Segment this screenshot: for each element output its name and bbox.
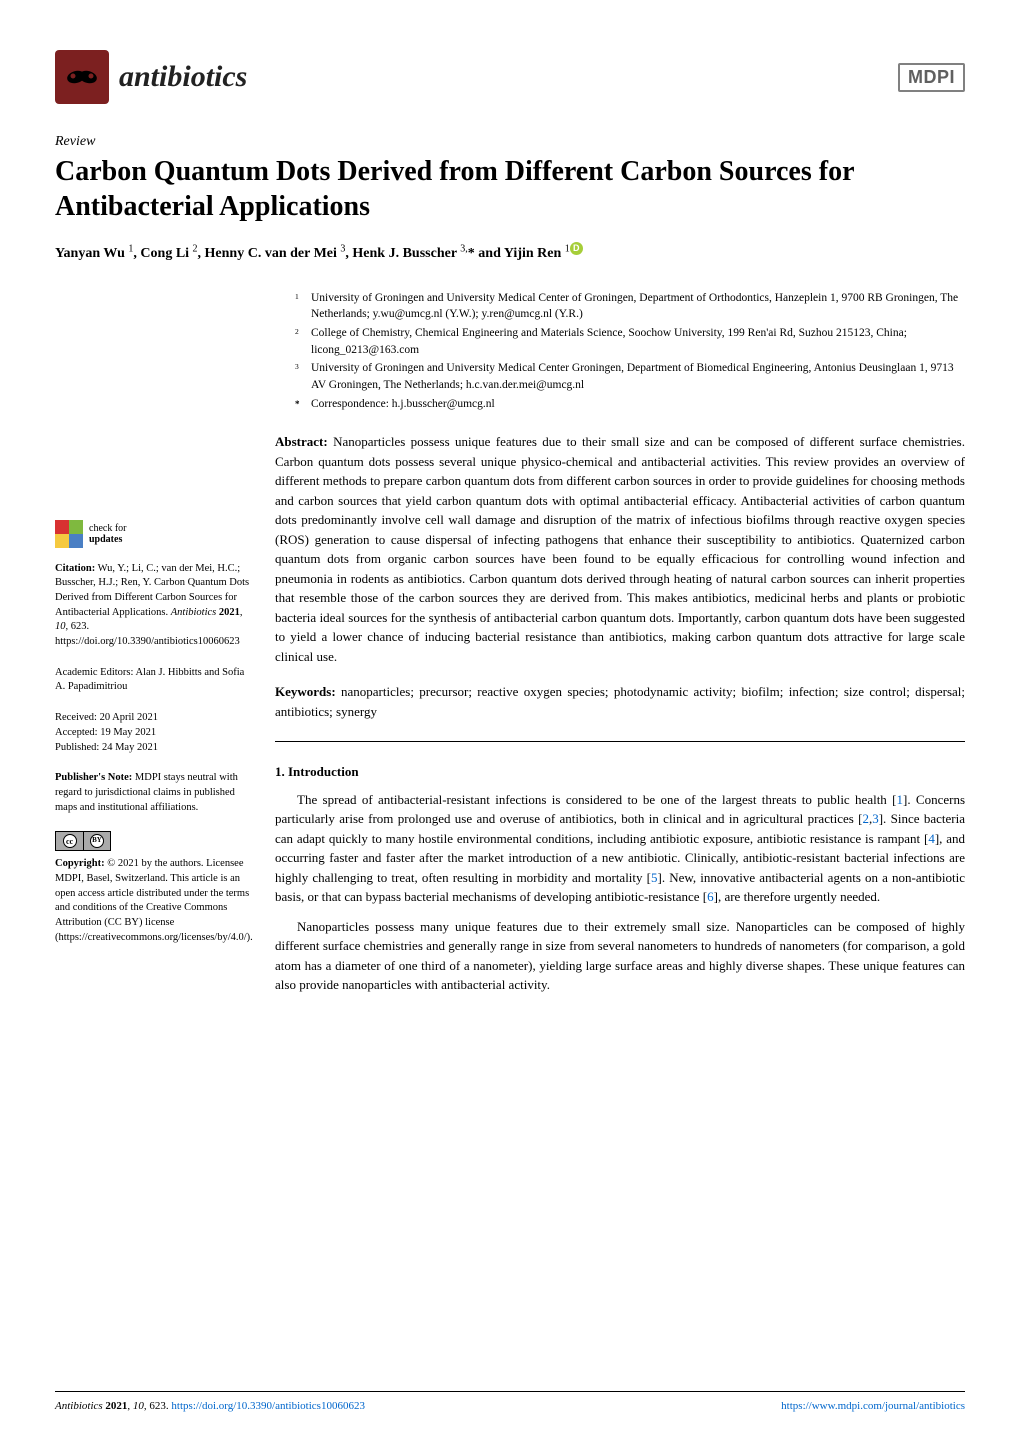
divider [275, 741, 965, 742]
section-heading: 1. Introduction [275, 762, 965, 782]
journal-name: antibiotics [119, 60, 247, 94]
footer-journal-link[interactable]: https://www.mdpi.com/journal/antibiotics [781, 1400, 965, 1412]
publisher-note-block: Publisher's Note: MDPI stays neutral wit… [55, 771, 255, 815]
check-updates-badge[interactable]: check for updates [55, 520, 255, 548]
article-type: Review [55, 134, 965, 150]
check-updates-line1: check for [89, 523, 126, 534]
ref-link[interactable]: 6 [707, 889, 714, 904]
body-paragraph: The spread of antibacterial-resistant in… [275, 790, 965, 907]
editors-block: Academic Editors: Alan J. Hibbitts and S… [55, 666, 255, 695]
journal-icon [55, 50, 109, 104]
footer-doi-link[interactable]: https://doi.org/10.3390/antibiotics10060… [171, 1400, 365, 1412]
received-date: 20 April 2021 [100, 712, 158, 723]
affil-text: Correspondence: h.j.busscher@umcg.nl [311, 396, 965, 413]
affiliation-row: 2 College of Chemistry, Chemical Enginee… [295, 325, 965, 358]
affiliation-row: 3 University of Groningen and University… [295, 360, 965, 393]
journal-logo: antibiotics [55, 50, 247, 104]
received-label: Received: [55, 712, 97, 723]
ref-link[interactable]: 3 [872, 811, 879, 826]
sidebar: check for updates Citation: Wu, Y.; Li, … [55, 290, 255, 1005]
citation-label: Citation: [55, 563, 95, 574]
footer-right: https://www.mdpi.com/journal/antibiotics [781, 1400, 965, 1412]
check-updates-icon [55, 520, 83, 548]
published-date: 24 May 2021 [102, 742, 158, 753]
affiliations: 1 University of Groningen and University… [275, 290, 965, 413]
ref-link[interactable]: 5 [651, 870, 658, 885]
check-updates-line2: updates [89, 534, 126, 545]
citation-journal: Antibiotics [171, 607, 217, 618]
ref-link[interactable]: 2 [862, 811, 869, 826]
abstract-label: Abstract: [275, 434, 328, 449]
keywords-text: nanoparticles; precursor; reactive oxyge… [275, 684, 965, 719]
citation-block: Citation: Wu, Y.; Li, C.; van der Mei, H… [55, 562, 255, 650]
pubnote-label: Publisher's Note: [55, 772, 132, 783]
affil-num: 3 [295, 362, 299, 371]
ref-link[interactable]: 4 [928, 831, 935, 846]
affil-num: 1 [295, 292, 299, 301]
publisher-name: MDPI [898, 63, 965, 92]
authors-line: Yanyan Wu 1, Cong Li 2, Henny C. van der… [55, 242, 965, 262]
ref-link[interactable]: 1 [896, 792, 903, 807]
page-footer: Antibiotics 2021, 10, 623. https://doi.o… [55, 1391, 965, 1412]
license-block: cc BY Copyright: © 2021 by the authors. … [55, 831, 255, 945]
keywords-block: Keywords: nanoparticles; precursor; reac… [275, 682, 965, 721]
orcid-icon: D [570, 242, 583, 255]
authors-text: Yanyan Wu 1, Cong Li 2, Henny C. van der… [55, 246, 570, 261]
abstract-block: Abstract: Nanoparticles possess unique f… [275, 432, 965, 666]
body-paragraph: Nanoparticles possess many unique featur… [275, 917, 965, 995]
page-header: antibiotics MDPI [55, 50, 965, 104]
published-label: Published: [55, 742, 99, 753]
article-title: Carbon Quantum Dots Derived from Differe… [55, 154, 965, 224]
main-content: 1 University of Groningen and University… [275, 290, 965, 1005]
copyright-text: © 2021 by the authors. Licensee MDPI, Ba… [55, 858, 253, 942]
accepted-label: Accepted: [55, 727, 98, 738]
editors-label: Academic Editors: [55, 667, 133, 678]
footer-journal: Antibiotics [55, 1400, 103, 1412]
keywords-label: Keywords: [275, 684, 336, 699]
affiliation-row: * Correspondence: h.j.busscher@umcg.nl [295, 396, 965, 413]
affil-num: * [295, 399, 300, 409]
affil-text: University of Groningen and University M… [311, 290, 965, 323]
affil-num: 2 [295, 327, 299, 336]
dates-block: Received: 20 April 2021 Accepted: 19 May… [55, 711, 255, 755]
accepted-date: 19 May 2021 [100, 727, 156, 738]
affiliation-row: 1 University of Groningen and University… [295, 290, 965, 323]
body-text: The spread of antibacterial-resistant in… [275, 790, 965, 995]
abstract-text: Nanoparticles possess unique features du… [275, 434, 965, 664]
publisher-logo: MDPI [898, 63, 965, 92]
citation-doi-link[interactable]: https://doi.org/10.3390/antibiotics10060… [55, 636, 240, 647]
cc-license-icon: cc BY [55, 831, 255, 851]
footer-left: Antibiotics 2021, 10, 623. https://doi.o… [55, 1400, 365, 1412]
affil-text: University of Groningen and University M… [311, 360, 965, 393]
affil-text: College of Chemistry, Chemical Engineeri… [311, 325, 965, 358]
copyright-label: Copyright: [55, 858, 105, 869]
check-updates-text: check for updates [89, 523, 126, 545]
